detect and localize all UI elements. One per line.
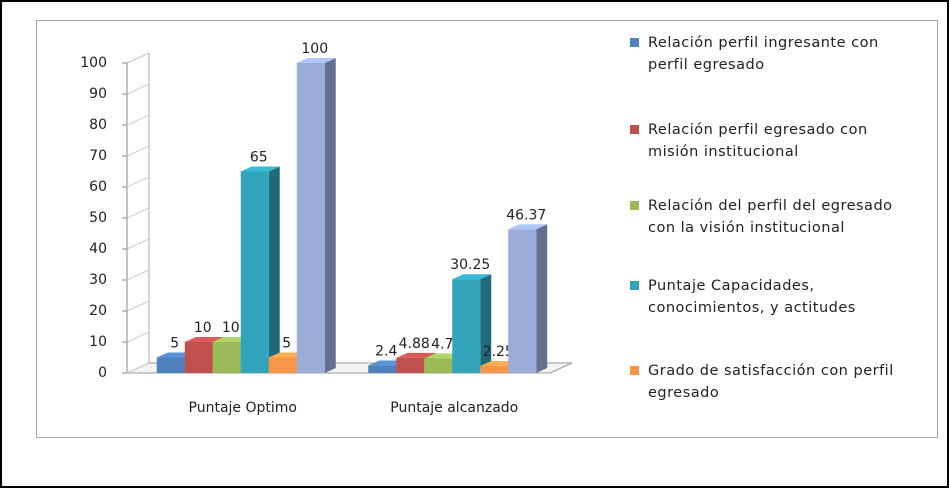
data-label: 65 [250,150,268,166]
x-tick-label: Puntaje alcanzado [390,400,518,416]
legend-entry: Relación perfil egresado con misión inst… [630,119,920,163]
bar [296,63,325,373]
data-label: 46.37 [506,207,546,223]
data-label: 5 [282,336,291,352]
bar-top [296,58,336,63]
legend-entry: Grado de satisfacción con perfil egresad… [630,360,920,404]
data-label: 2.25 [483,344,514,360]
bar [480,366,509,373]
y-tick-label: 50 [89,210,107,226]
wall-tick [126,207,150,219]
data-label: 4.7 [431,336,453,352]
data-label: 5 [170,336,179,352]
legend-entry: Puntaje Capacidades, conocimientos, y ac… [630,275,920,319]
wall-tick [126,145,150,157]
y-tick-label: 0 [98,365,107,381]
legend-label: Puntaje Capacidades, conocimientos, y ac… [648,278,856,316]
legend-label: Relación perfil ingresante con perfil eg… [648,35,879,73]
bar-top [396,352,436,358]
data-label: 30.25 [450,257,490,273]
y-tick-label: 40 [89,241,107,257]
legend-swatch [630,201,639,210]
bar [508,229,537,373]
bar-top [240,166,280,172]
legend-entry: Relación perfil ingresante con perfil eg… [630,32,920,76]
x-tick-label: Puntaje Optimo [189,400,297,416]
legend-swatch [630,38,639,47]
y-tick-label: 70 [89,148,107,164]
y-tick-label: 90 [89,86,107,102]
bar [368,365,397,373]
wall-tick [126,52,150,64]
bar [424,358,453,373]
wall-tick [126,83,150,95]
bar [396,357,425,373]
wall-tick [126,238,150,250]
bar [268,357,297,373]
bar [240,171,269,373]
chart-frame [36,20,938,438]
y-tick-label: 20 [89,303,107,319]
legend-label: Grado de satisfacción con perfil egresad… [648,363,894,401]
bar [212,342,241,373]
legend-entry: Relación del perfil del egresado con la … [630,195,920,239]
bar-top [184,337,224,342]
bar-side [536,224,548,373]
legend-label: Relación del perfil del egresado con la … [648,198,893,236]
wall-tick [126,269,150,281]
bar-side [480,274,492,373]
bar-side [268,166,280,373]
wall-tick [126,331,150,343]
data-label: 2.4 [375,344,397,360]
y-tick-label: 10 [89,334,107,350]
data-label: 10 [222,320,240,336]
y-tick-label: 80 [89,117,107,133]
data-label: 4.88 [399,336,430,352]
wall-tick [126,300,150,312]
wall-tick [126,114,150,126]
bar-top [508,224,548,230]
wall-tick [126,176,150,188]
data-label: 100 [301,41,328,57]
legend-swatch [630,281,639,290]
bar-side [324,58,336,373]
legend-swatch [630,366,639,375]
bar [156,357,185,373]
legend-swatch [630,125,639,134]
wall-tick [126,362,150,374]
bar-top [452,274,492,280]
data-label: 10 [194,320,212,336]
bar [184,342,213,373]
y-tick-label: 60 [89,179,107,195]
y-tick-label: 30 [89,272,107,288]
bar [452,279,481,373]
y-tick-label: 100 [80,55,107,71]
legend-label: Relación perfil egresado con misión inst… [648,122,868,160]
